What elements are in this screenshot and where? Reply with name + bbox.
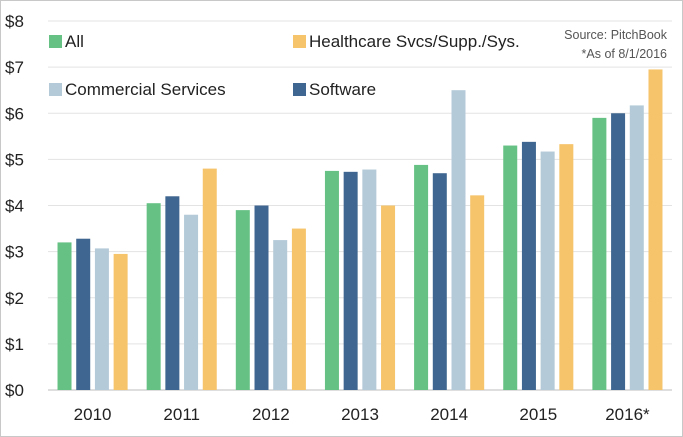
y-tick-label: $5 xyxy=(5,150,24,169)
y-tick-label: $2 xyxy=(5,289,24,308)
bar xyxy=(470,195,485,390)
y-tick-label: $1 xyxy=(5,335,24,354)
bar xyxy=(503,145,518,390)
legend-swatch xyxy=(49,35,62,48)
bar xyxy=(592,117,607,391)
bar xyxy=(57,242,72,390)
x-tick-label: 2013 xyxy=(341,405,379,424)
bar xyxy=(94,248,109,390)
y-axis-tick-labels: $0 $1 $2 $3 $4 $5 $6 $7 $8 xyxy=(5,12,24,400)
legend-label: All xyxy=(65,32,84,51)
y-tick-label: $4 xyxy=(5,197,24,216)
bar xyxy=(165,196,180,390)
bar xyxy=(291,228,306,390)
bar xyxy=(540,151,555,390)
y-tick-label: $3 xyxy=(5,243,24,262)
legend-label: Commercial Services xyxy=(65,80,226,99)
x-tick-label: 2012 xyxy=(252,405,290,424)
bar xyxy=(343,171,358,390)
bar xyxy=(629,105,644,390)
bar xyxy=(76,238,91,390)
bar xyxy=(146,203,161,390)
bar xyxy=(184,214,199,390)
x-tick-label: 2011 xyxy=(163,405,200,424)
bar xyxy=(254,205,269,390)
as-of-note: *As of 8/1/2016 xyxy=(582,47,668,61)
x-tick-label: 2014 xyxy=(430,405,468,424)
bar xyxy=(273,240,288,390)
legend-label: Healthcare Svcs/Supp./Sys. xyxy=(309,32,520,51)
y-tick-label: $7 xyxy=(5,58,24,77)
legend-label: Software xyxy=(309,80,376,99)
gridlines xyxy=(48,20,672,391)
y-tick-label: $0 xyxy=(5,381,24,400)
bar xyxy=(521,141,536,390)
bars xyxy=(57,69,663,391)
x-tick-label: 2016* xyxy=(605,405,650,424)
bar xyxy=(202,168,217,390)
bar xyxy=(414,164,429,390)
bar xyxy=(559,144,574,390)
x-axis-tick-labels: 2010 2011 2012 2013 2014 2015 2016* xyxy=(74,405,650,424)
legend-swatch xyxy=(49,83,62,96)
legend: All Healthcare Svcs/Supp./Sys. Commercial … xyxy=(49,32,520,99)
y-tick-label: $6 xyxy=(5,104,24,123)
bar xyxy=(432,173,447,390)
bar xyxy=(381,205,396,390)
bar xyxy=(324,170,339,390)
x-tick-label: 2015 xyxy=(519,405,557,424)
y-tick-label: $8 xyxy=(5,12,24,31)
bar xyxy=(451,90,466,390)
bar xyxy=(113,253,128,390)
legend-swatch xyxy=(293,83,306,96)
x-tick-label: 2010 xyxy=(74,405,112,424)
bar xyxy=(648,69,663,391)
bar xyxy=(235,210,250,390)
source-note: Source: PitchBook xyxy=(564,28,668,42)
legend-swatch xyxy=(293,35,306,48)
bar xyxy=(362,169,377,390)
bar xyxy=(611,113,626,390)
